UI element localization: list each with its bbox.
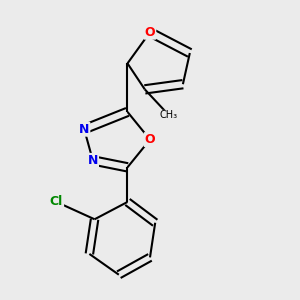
Text: N: N [88,154,98,167]
Text: O: O [145,133,155,146]
Text: Cl: Cl [50,196,63,208]
Text: CH₃: CH₃ [160,110,178,120]
Text: O: O [145,26,155,39]
Text: N: N [79,123,89,136]
